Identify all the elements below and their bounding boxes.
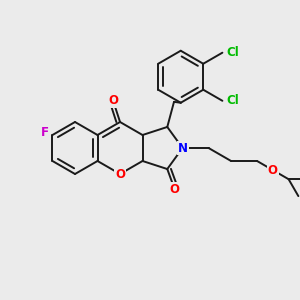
Text: O: O bbox=[115, 167, 125, 181]
Text: O: O bbox=[170, 183, 180, 196]
Text: Cl: Cl bbox=[226, 94, 239, 107]
Text: Cl: Cl bbox=[226, 46, 239, 59]
Text: O: O bbox=[108, 94, 118, 107]
Text: O: O bbox=[268, 164, 278, 177]
Text: F: F bbox=[40, 127, 49, 140]
Text: N: N bbox=[178, 142, 188, 154]
